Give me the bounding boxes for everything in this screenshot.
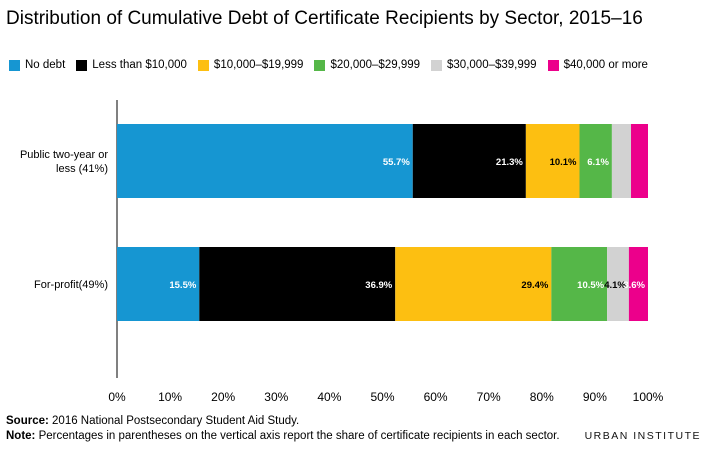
source-text: 2016 National Postsecondary Student Aid … (48, 415, 300, 427)
data-label: 21.3% (496, 157, 523, 168)
note-text: Percentages in parentheses on the vertic… (35, 430, 560, 442)
note-label: Note: (6, 430, 36, 442)
x-tick-label: 60% (424, 390, 448, 404)
data-label: 10.5% (577, 280, 604, 291)
brand-logo: URBAN INSTITUTE (584, 430, 701, 442)
bar-segment (579, 124, 612, 198)
x-tick-label: 0% (108, 390, 126, 404)
chart-plot-area: 55.7% 21.3% 10.1% 6.1% Public two-year or les… (20, 100, 664, 404)
legend-swatch (314, 59, 326, 71)
bar-segment (525, 124, 580, 198)
data-label: 55.7% (383, 157, 410, 168)
x-tick-label: 90% (583, 390, 607, 404)
x-tick-label: 40% (317, 390, 341, 404)
legend-swatch (197, 59, 209, 71)
x-tick-label: 100% (633, 390, 664, 404)
bar-segment (395, 247, 552, 321)
data-label: 4.1% (604, 280, 626, 291)
x-tick-label: 10% (158, 390, 182, 404)
category-label: Public two-year or (20, 149, 108, 161)
chart-notes: Source: 2016 National Postsecondary Stud… (6, 414, 560, 444)
bar-segment (551, 247, 608, 321)
legend-swatch (547, 59, 559, 71)
x-tick-label: 50% (370, 390, 394, 404)
legend-item: No debt (9, 59, 65, 71)
legend-label: $20,000–$29,999 (330, 59, 421, 71)
legend-label: $10,000–$19,999 (213, 59, 304, 71)
x-tick-label: 20% (211, 390, 235, 404)
x-tick-label: 80% (530, 390, 554, 404)
bar-segment (631, 124, 648, 198)
data-label: 3.6% (623, 280, 645, 291)
category-label: less (41%) (56, 163, 108, 175)
legend-item: $40,000 or more (547, 59, 648, 71)
data-label: 6.1% (587, 157, 609, 168)
category-label: For-profit(49%) (34, 279, 108, 291)
note-line: Note: Percentages in parentheses on the … (6, 429, 560, 444)
bar-segment (412, 124, 526, 198)
bar-segment (628, 247, 648, 321)
source-line: Source: 2016 National Postsecondary Stud… (6, 414, 560, 429)
legend: No debt Less than $10,000 $10,000–$19,999 $… (9, 59, 659, 71)
legend-item: $10,000–$19,999 (197, 59, 304, 71)
x-tick-label: 30% (264, 390, 288, 404)
legend-label: No debt (25, 59, 66, 71)
bar-segment (117, 247, 200, 321)
data-label: 15.5% (169, 280, 196, 291)
legend-item: $20,000–$29,999 (314, 59, 420, 71)
data-label: 36.9% (365, 280, 392, 291)
legend-item: $30,000–$39,999 (431, 59, 537, 71)
bar-segment (117, 124, 413, 198)
chart-title: Distribution of Cumulative Debt of Certi… (6, 8, 643, 29)
legend-swatch (76, 59, 88, 71)
x-tick-label: 70% (477, 390, 501, 404)
bar-segment (199, 247, 396, 321)
source-label: Source: (6, 415, 49, 427)
legend-swatch (9, 59, 20, 71)
data-label: 29.4% (521, 280, 548, 291)
data-label: 10.1% (550, 157, 577, 168)
legend-label: $40,000 or more (563, 59, 648, 71)
legend-swatch (431, 59, 443, 71)
legend-label: $30,000–$39,999 (447, 59, 537, 71)
bar-segment (611, 124, 632, 198)
legend-label: Less than $10,000 (92, 59, 187, 71)
legend-item: Less than $10,000 (76, 59, 187, 71)
bar-segment (607, 247, 629, 321)
